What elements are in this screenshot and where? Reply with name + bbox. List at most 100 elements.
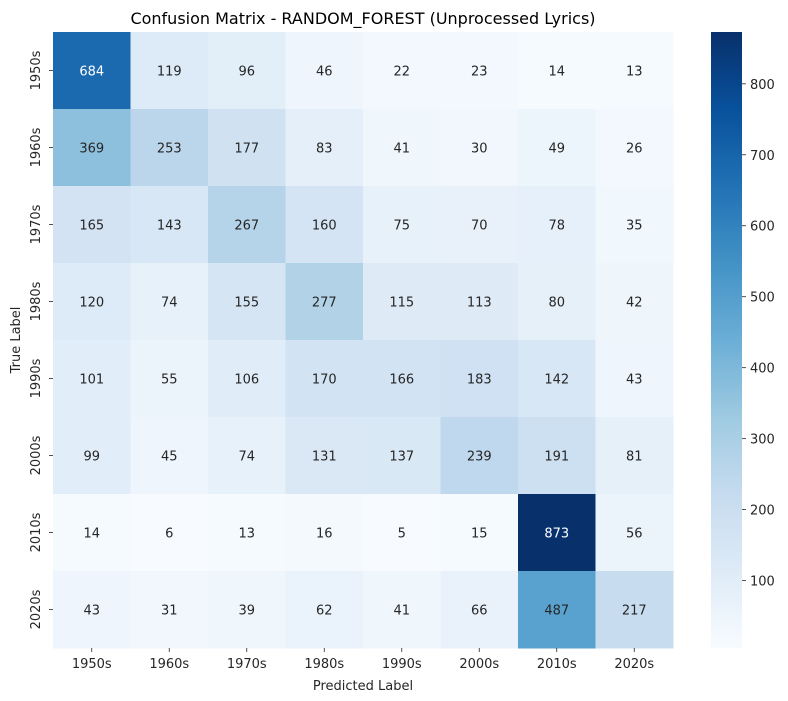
- cell-value-label: 16: [316, 527, 333, 542]
- heatmap-cell: [518, 340, 596, 418]
- cell-value-label: 5: [398, 527, 406, 542]
- heatmap-cell: [285, 571, 364, 649]
- cell-value-label: 119: [157, 65, 182, 80]
- cell-value-label: 160: [312, 219, 337, 234]
- y-tick-label: 2010s: [29, 512, 44, 552]
- chart-title: Confusion Matrix - RANDOM_FOREST (Unproc…: [130, 9, 595, 29]
- colorbar-tick-label: 700: [750, 149, 775, 164]
- heatmap-cell: [518, 263, 596, 341]
- heatmap-cell: [130, 571, 209, 649]
- x-tick-label: 1960s: [149, 657, 189, 672]
- heatmap-cell: [285, 494, 364, 572]
- cell-value-label: 45: [161, 450, 178, 465]
- cell-value-label: 487: [544, 604, 569, 619]
- heatmap-cell: [440, 263, 519, 341]
- cell-value-label: 177: [234, 142, 259, 157]
- cell-value-label: 267: [234, 219, 259, 234]
- heatmap-cell: [518, 417, 596, 495]
- y-tick-label: 1980s: [29, 281, 44, 321]
- heatmap-cell: [208, 340, 286, 418]
- heatmap-cell: [53, 571, 131, 649]
- colorbar-tick-label: 800: [750, 78, 775, 93]
- heatmap-cell: [440, 571, 519, 649]
- heatmap-cell: [363, 571, 441, 649]
- heatmap-cell: [518, 109, 596, 187]
- cell-value-label: 74: [161, 296, 178, 311]
- cell-value-label: 23: [471, 65, 488, 80]
- heatmap-cell: [208, 417, 286, 495]
- heatmap-cell: [208, 109, 286, 187]
- heatmap-cell: [53, 417, 131, 495]
- cell-value-label: 15: [471, 527, 488, 542]
- heatmap-cell: [595, 417, 674, 495]
- cell-value-label: 41: [393, 142, 410, 157]
- heatmap-cell: [363, 494, 441, 572]
- x-tick-label: 1950s: [72, 657, 112, 672]
- heatmap-cell: [53, 494, 131, 572]
- cell-value-label: 369: [79, 142, 104, 157]
- cell-value-label: 55: [161, 373, 178, 388]
- heatmap-cell: [518, 571, 596, 649]
- heatmap-cell: [595, 263, 674, 341]
- colorbar-tick-label: 300: [750, 433, 775, 448]
- heatmap-cell: [208, 186, 286, 264]
- cell-value-label: 46: [316, 65, 333, 80]
- heatmap-cell: [53, 340, 131, 418]
- heatmap-cell: [595, 340, 674, 418]
- cell-value-label: 165: [79, 219, 104, 234]
- heatmap-cell: [285, 340, 364, 418]
- heatmap-cell: [440, 32, 519, 110]
- cell-value-label: 39: [238, 604, 255, 619]
- y-tick-label: 2020s: [29, 589, 44, 629]
- x-tick-label: 1980s: [304, 657, 344, 672]
- heatmap-cell: [130, 32, 209, 110]
- heatmap-cell: [363, 417, 441, 495]
- cell-value-label: 217: [622, 604, 647, 619]
- heatmap-cell: [595, 109, 674, 187]
- cell-value-label: 155: [234, 296, 259, 311]
- cell-value-label: 81: [626, 450, 643, 465]
- heatmap-cell: [208, 571, 286, 649]
- heatmap-cell: [595, 32, 674, 110]
- heatmap-cell: [440, 186, 519, 264]
- cell-value-label: 170: [312, 373, 337, 388]
- y-tick-label: 1960s: [29, 127, 44, 167]
- y-axis-ticks: 1950s 1960s 1970s 1980s 1990s 2000s 2010s 2020s: [29, 50, 53, 629]
- cell-value-label: 142: [544, 373, 569, 388]
- heatmap-cell: [208, 263, 286, 341]
- y-tick-label: 2000s: [29, 435, 44, 475]
- heatmap-cell: [130, 263, 209, 341]
- cell-value-label: 143: [157, 219, 182, 234]
- colorbar: [711, 32, 742, 648]
- colorbar-tick-label: 500: [750, 291, 775, 306]
- heatmap-cell: [595, 186, 674, 264]
- colorbar-ticks: 100 200 300 400 500 600 700 800: [742, 78, 775, 590]
- cell-value-label: 277: [312, 296, 337, 311]
- cell-value-label: 873: [544, 527, 569, 542]
- x-tick-label: 2000s: [459, 657, 499, 672]
- cell-value-label: 75: [393, 219, 410, 234]
- heatmap-cell: [130, 340, 209, 418]
- heatmap-cell: [440, 109, 519, 187]
- cell-value-label: 22: [393, 65, 410, 80]
- cell-value-label: 66: [471, 604, 488, 619]
- heatmap-cell: [53, 32, 131, 110]
- y-tick-label: 1950s: [29, 50, 44, 90]
- cell-value-label: 166: [389, 373, 414, 388]
- x-tick-label: 1970s: [227, 657, 267, 672]
- cell-value-label: 14: [83, 527, 100, 542]
- cell-value-label: 191: [544, 450, 569, 465]
- heatmap-cell: [53, 109, 131, 187]
- colorbar-tick-label: 100: [750, 575, 775, 590]
- cell-value-label: 41: [393, 604, 410, 619]
- cell-value-label: 56: [626, 527, 643, 542]
- heatmap-cell: [363, 186, 441, 264]
- heatmap-cell: [285, 417, 364, 495]
- colorbar-tick-label: 400: [750, 362, 775, 377]
- heatmap-cell: [130, 109, 209, 187]
- x-axis-label: Predicted Label: [313, 679, 413, 694]
- heatmap-cell: [53, 186, 131, 264]
- cell-value-label: 120: [79, 296, 104, 311]
- x-tick-label: 1990s: [382, 657, 422, 672]
